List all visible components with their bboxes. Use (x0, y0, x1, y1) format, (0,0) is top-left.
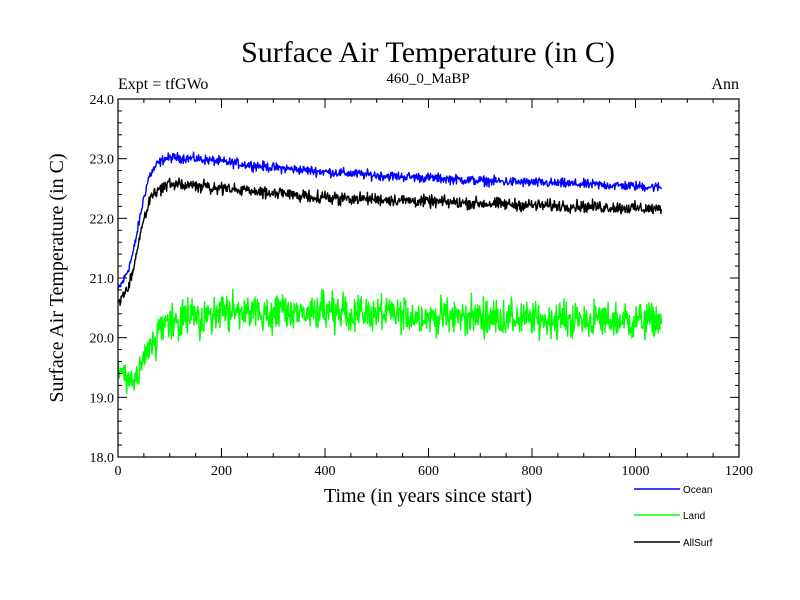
axis-ticks: 0 200 400 600 800 1000 1200 18.0 19.0 20.0 21.0 22.… (90, 93, 754, 479)
plot-frame (117, 98, 740, 458)
y-tick-label: 18.0 (90, 451, 115, 466)
legend: Ocean Land AllSurf (634, 485, 713, 549)
y-tick-label: 23.0 (90, 153, 115, 168)
legend-label-ocean: Ocean (683, 485, 712, 496)
series-line-allsurf (117, 177, 663, 307)
chart-subtitle: 460_0_MaBP (386, 71, 469, 87)
y-tick-label: 20.0 (90, 332, 115, 347)
x-axis-label: Time (in years since start) (324, 485, 532, 507)
x-tick-label: 600 (418, 464, 439, 479)
series-line-land (117, 288, 663, 394)
y-tick-label: 19.0 (90, 391, 115, 406)
x-tick-label: 400 (315, 464, 336, 479)
x-tick-label: 800 (522, 464, 543, 479)
x-tick-label: 200 (211, 464, 232, 479)
series-line-ocean (117, 151, 663, 290)
y-tick-label: 21.0 (90, 272, 115, 287)
x-tick-label: 1200 (725, 464, 753, 479)
legend-label-land: Land (683, 511, 705, 522)
y-axis-label: Surface Air Temperature (in C) (46, 153, 68, 402)
y-tick-label: 22.0 (90, 212, 115, 227)
series-layer (117, 151, 663, 394)
experiment-label: Expt = tfGWo (118, 76, 208, 93)
chart-title: Surface Air Temperature (in C) (241, 36, 615, 69)
legend-label-allsurf: AllSurf (683, 538, 713, 549)
y-tick-label: 24.0 (90, 93, 115, 108)
season-label: Ann (711, 76, 739, 93)
x-tick-label: 1000 (622, 464, 650, 479)
x-tick-label: 0 (115, 464, 122, 479)
